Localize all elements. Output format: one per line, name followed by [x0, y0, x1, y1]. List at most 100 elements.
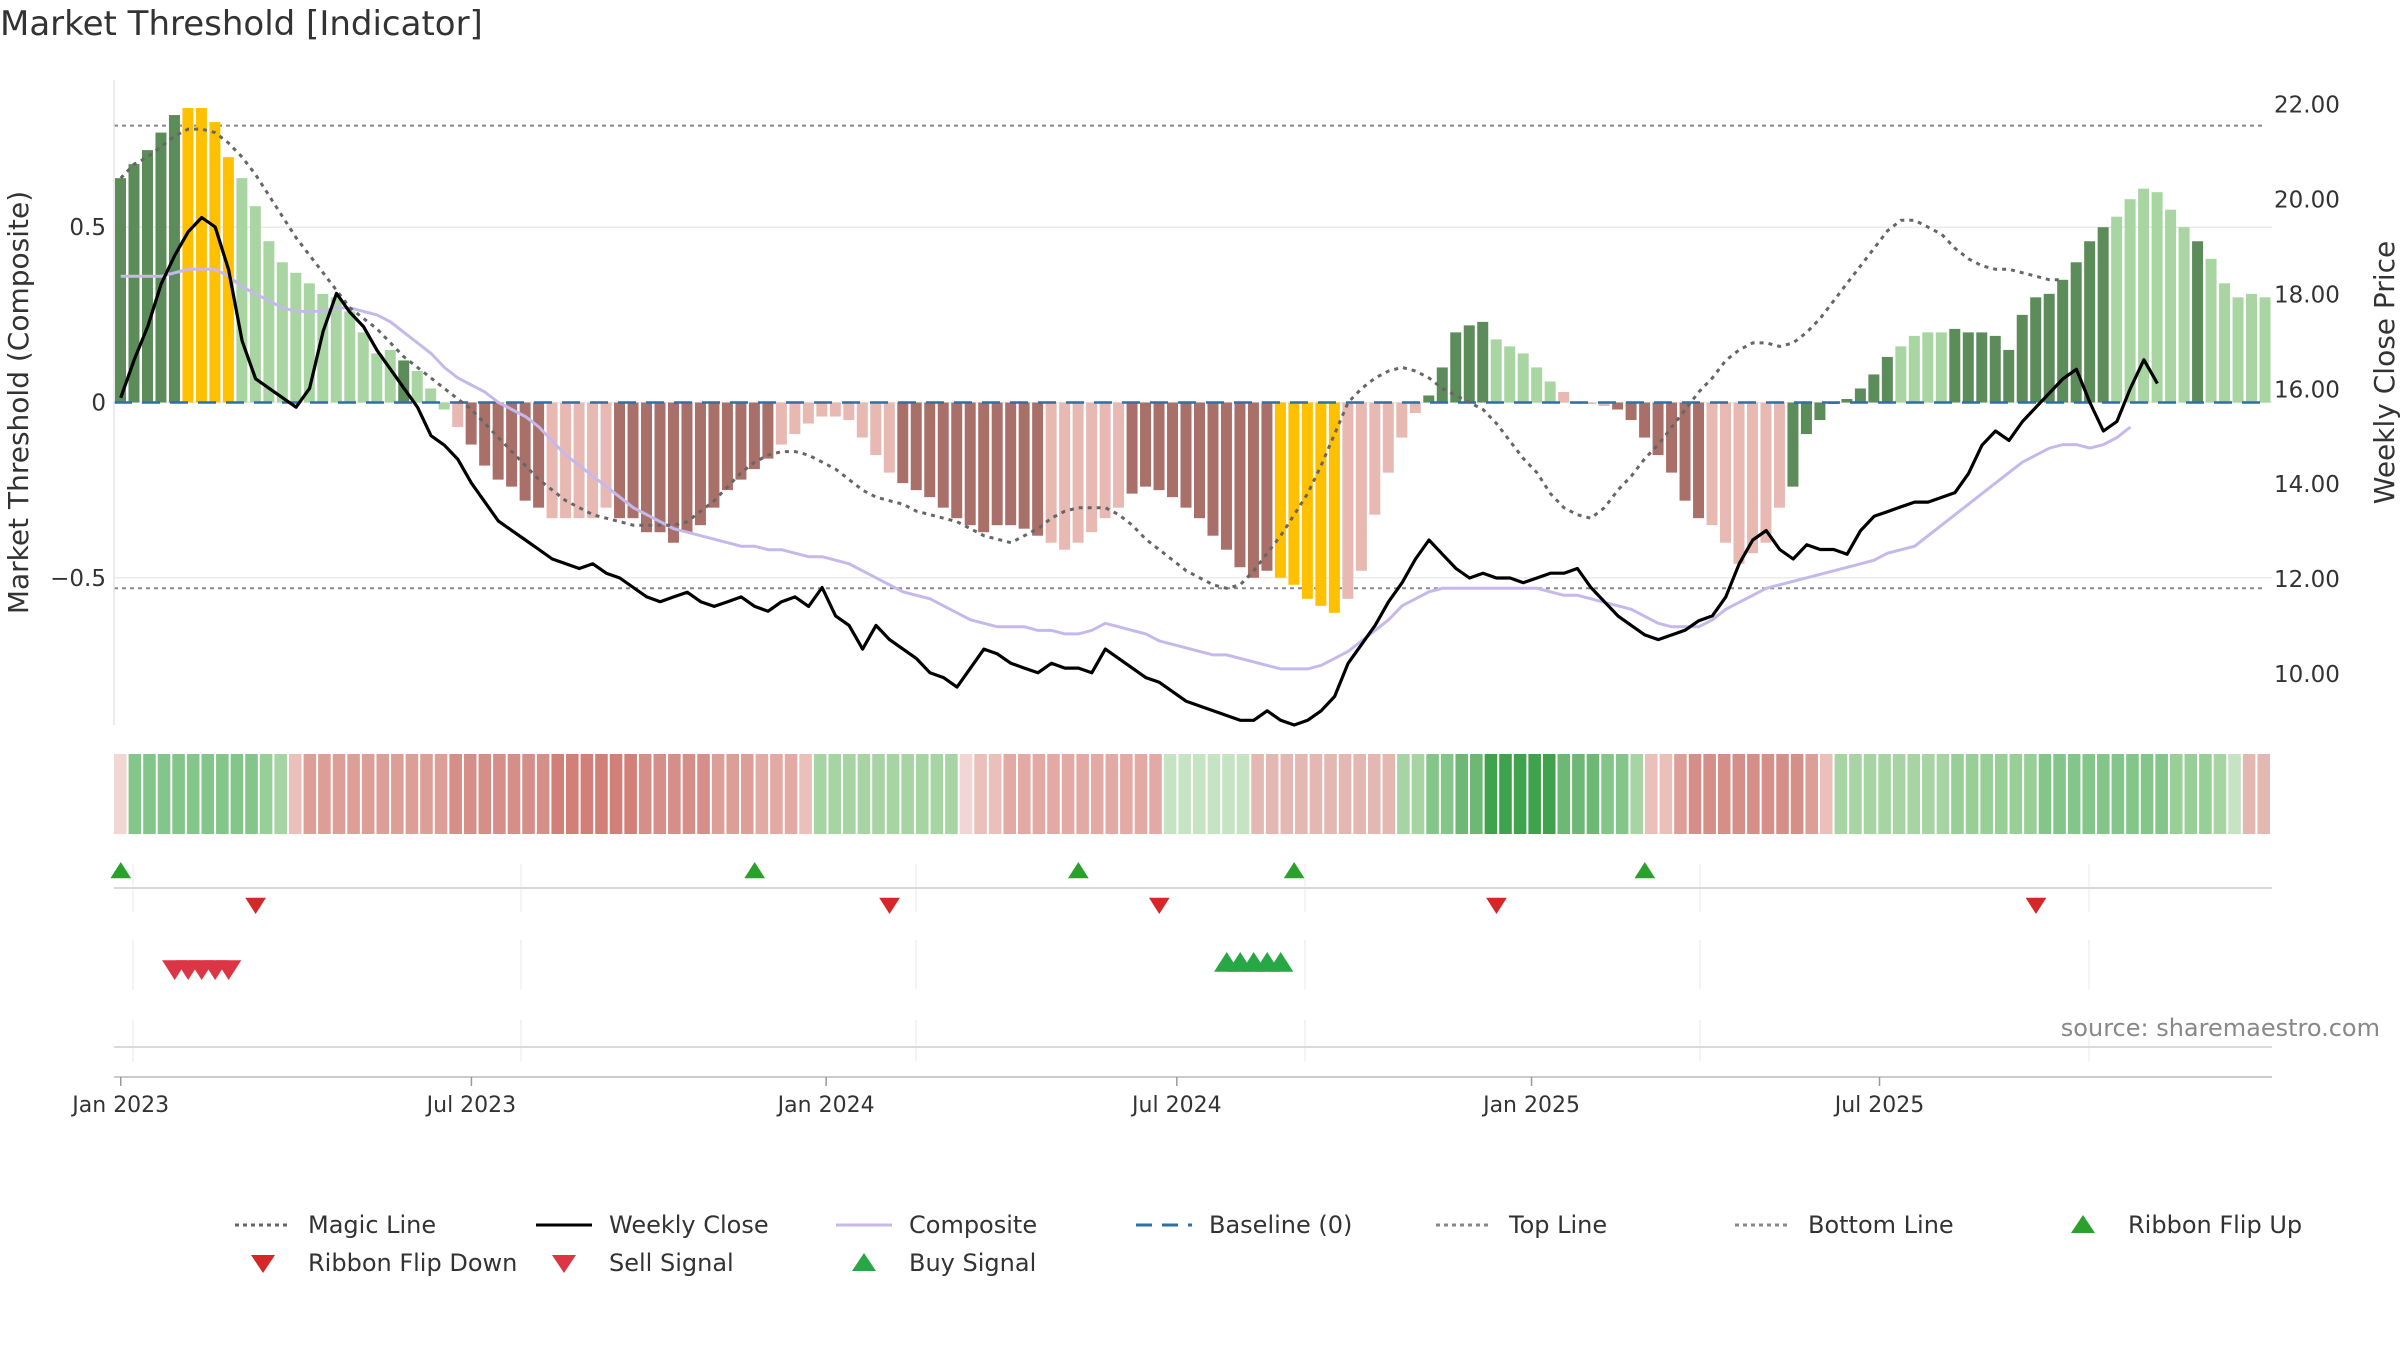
- histogram-bar: [2138, 188, 2150, 403]
- histogram-bar: [384, 349, 396, 403]
- ribbon-cell: [259, 754, 273, 834]
- histogram-bar: [2232, 297, 2244, 403]
- ribbon-cell: [1557, 754, 1571, 834]
- histogram-bar: [1328, 402, 1340, 613]
- ribbon-cell: [1513, 754, 1527, 834]
- legend-swatch: [852, 1253, 876, 1271]
- histogram-bar: [1854, 388, 1866, 403]
- ribbon-cell: [1367, 754, 1381, 834]
- ribbon-cell: [114, 754, 127, 834]
- histogram-bar: [816, 402, 828, 417]
- ribbon-cell: [755, 754, 769, 834]
- histogram-bar: [263, 241, 275, 403]
- histogram-bar: [937, 402, 949, 508]
- ribbon-cell: [536, 754, 550, 834]
- weekly-close-line: [119, 215, 2159, 727]
- histogram-bar: [1693, 402, 1705, 519]
- ribbon-cell: [1411, 754, 1425, 834]
- histogram-bar: [2111, 216, 2123, 403]
- histogram-bar: [2070, 262, 2082, 403]
- y2-axis-label: Weekly Close Price: [2368, 241, 2400, 504]
- histogram-bar: [2084, 241, 2096, 403]
- histogram-bar: [1288, 402, 1300, 585]
- histogram-bar: [843, 402, 855, 421]
- histogram-bar: [236, 178, 248, 403]
- histogram-bar: [452, 402, 464, 428]
- histogram-bar: [438, 402, 450, 410]
- legend-label: Bottom Line: [1808, 1211, 1954, 1239]
- ribbon-cell: [376, 754, 390, 834]
- histogram-bar: [641, 402, 652, 533]
- ribbon-cell: [1193, 754, 1206, 834]
- histogram-bar: [2205, 258, 2217, 403]
- histogram-bar: [951, 402, 963, 519]
- source-credit: source: sharemaestro.com: [2060, 1014, 2380, 1042]
- histogram-bar: [748, 402, 760, 470]
- ribbon-cell: [405, 754, 419, 834]
- histogram-bar: [330, 297, 342, 403]
- ribbon-cell: [274, 754, 287, 834]
- ribbon-cell: [230, 754, 244, 834]
- ribbon-cell: [2140, 754, 2154, 834]
- histogram-bar: [546, 402, 558, 519]
- histogram-bar: [2030, 297, 2042, 403]
- legend-label: Top Line: [1508, 1211, 1607, 1239]
- histogram-bar: [1989, 335, 2001, 403]
- legend-item: Sell Signal: [552, 1249, 734, 1277]
- histogram-bar: [721, 402, 733, 491]
- ribbon-cell: [478, 754, 492, 834]
- ribbon-cell: [201, 754, 215, 834]
- ribbon-cell: [1280, 754, 1294, 834]
- ribbon-cell: [1936, 754, 1950, 834]
- ribbon-cell: [1309, 754, 1323, 834]
- legend-swatch: [2071, 1215, 2095, 1233]
- ribbon-cell: [1630, 754, 1644, 834]
- legend-label: Ribbon Flip Down: [308, 1249, 517, 1277]
- ribbon-cell: [1149, 754, 1162, 834]
- ribbon-cell: [303, 754, 317, 834]
- histogram-bar: [1746, 402, 1758, 554]
- ribbon-cell: [1907, 754, 1921, 834]
- axes: −0.5 0 0.5 10.00 12.00 14.00 16.00 18.00 20.00 22…: [2, 80, 2400, 725]
- x-tick-label: Jul 2025: [1833, 1093, 1925, 1118]
- legend-swatch: [552, 1255, 576, 1273]
- histogram-bar: [1706, 402, 1718, 526]
- ribbon-cell: [1747, 754, 1760, 834]
- ribbon-cell: [2169, 754, 2183, 834]
- histogram-bar: [1760, 402, 1772, 543]
- reference-lines: [114, 124, 2262, 590]
- ribbon-cell: [1265, 754, 1279, 834]
- ribbon-cell: [1878, 754, 1891, 834]
- ribbon-cell: [1324, 754, 1337, 834]
- ribbon-cell: [493, 754, 506, 834]
- histogram-bar: [1247, 402, 1259, 578]
- ribbon-cell: [872, 754, 885, 834]
- ribbon-cell: [1980, 754, 1993, 834]
- histogram-bar: [573, 402, 585, 519]
- histogram-bar: [1369, 402, 1381, 515]
- signal-markers: [110, 862, 2272, 1062]
- ribbon-cell: [2126, 754, 2139, 834]
- histogram-bar: [115, 178, 126, 403]
- histogram-bar: [1841, 398, 1853, 403]
- ribbon-cell: [1805, 754, 1818, 834]
- ribbon-cell: [682, 754, 696, 834]
- histogram-bar: [802, 402, 814, 424]
- histogram-bar: [1355, 402, 1367, 571]
- histogram-bar: [1126, 402, 1138, 494]
- histogram-bar: [1450, 332, 1462, 403]
- histogram-bar: [411, 370, 423, 403]
- histogram-bar: [344, 311, 356, 403]
- histogram-bar: [1423, 395, 1435, 403]
- histogram-bar: [667, 402, 679, 543]
- ribbon-cell: [930, 754, 944, 834]
- histogram-bar: [519, 402, 531, 501]
- ribbon-cell: [945, 754, 958, 834]
- ribbon-cell: [507, 754, 521, 834]
- ribbon-cell: [2228, 754, 2241, 834]
- ribbon-cell: [697, 754, 710, 834]
- histogram-bar: [1207, 402, 1219, 536]
- histogram-bar: [357, 332, 369, 403]
- histogram-bar: [1436, 367, 1448, 403]
- histogram-bar: [870, 402, 882, 456]
